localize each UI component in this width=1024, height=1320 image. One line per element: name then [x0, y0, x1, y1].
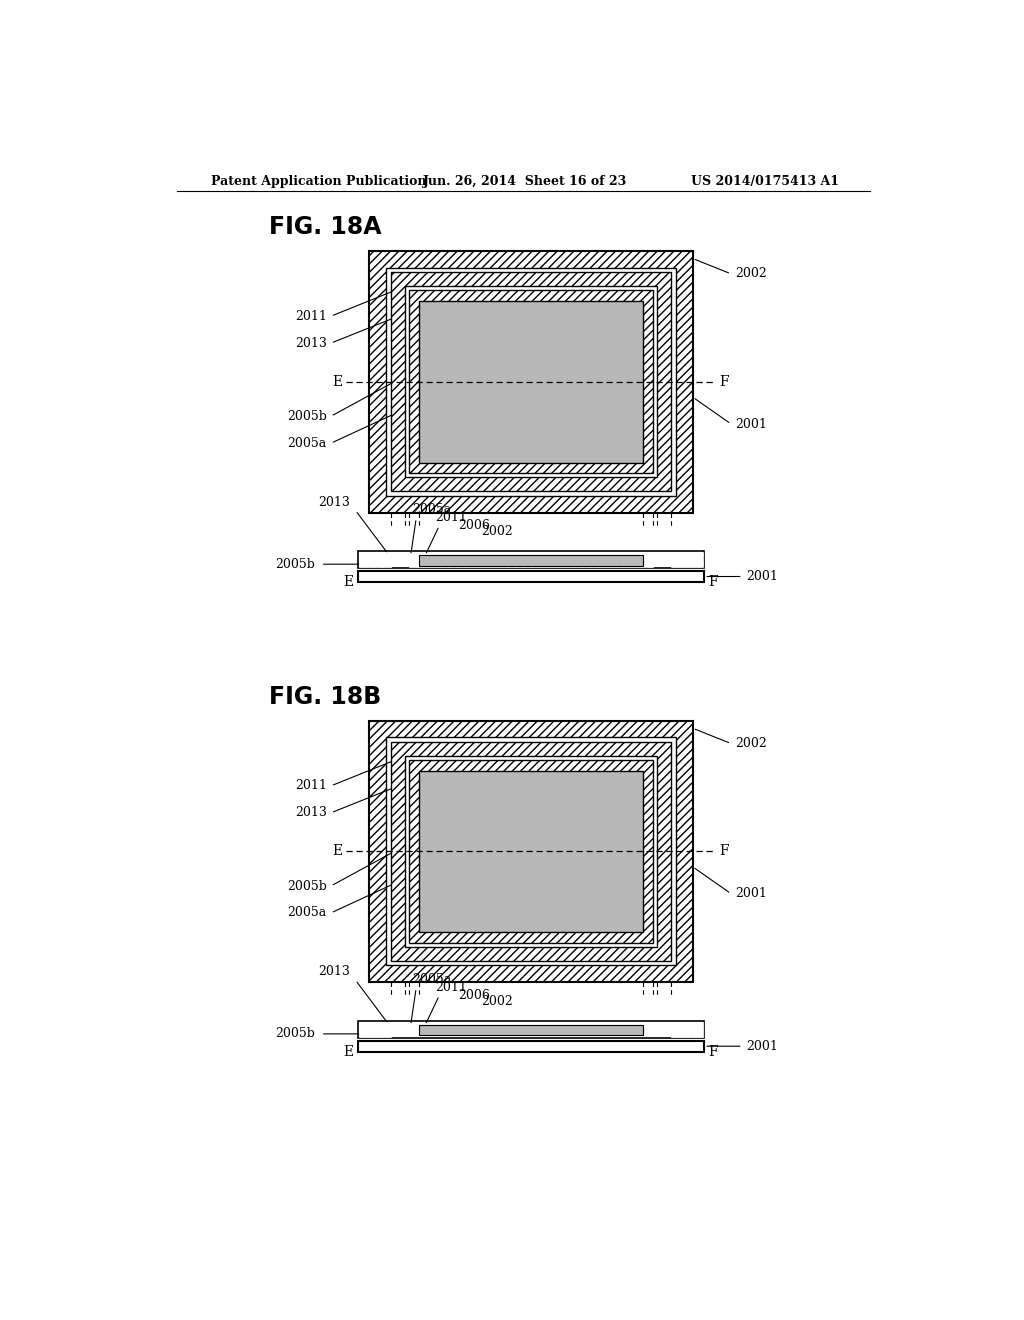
Bar — [419, 301, 643, 462]
Text: 2001: 2001 — [735, 417, 767, 430]
Text: 2006: 2006 — [459, 519, 490, 532]
Text: F: F — [720, 845, 729, 858]
Bar — [409, 760, 653, 942]
Text: 2002: 2002 — [735, 737, 767, 750]
Bar — [359, 552, 391, 568]
Text: 2005b: 2005b — [275, 1027, 315, 1040]
Text: 2011: 2011 — [295, 310, 327, 323]
Text: 2001: 2001 — [746, 1040, 778, 1053]
Bar — [409, 290, 653, 474]
Bar — [359, 1022, 391, 1038]
Bar — [391, 272, 671, 491]
Text: 2013: 2013 — [318, 496, 350, 508]
Text: F: F — [708, 576, 718, 589]
Text: 2005a: 2005a — [288, 907, 327, 920]
Bar — [419, 554, 643, 566]
Bar — [671, 1022, 702, 1038]
Bar — [370, 721, 692, 982]
Text: 2005a: 2005a — [288, 437, 327, 450]
Text: F: F — [720, 375, 729, 388]
Bar — [357, 1040, 705, 1052]
Text: 2002: 2002 — [481, 525, 513, 539]
Text: 2006: 2006 — [459, 989, 490, 1002]
Bar — [419, 1024, 643, 1035]
Text: 2002: 2002 — [735, 268, 767, 280]
Bar — [671, 552, 702, 568]
Text: 2005b: 2005b — [287, 879, 327, 892]
Bar — [391, 742, 671, 961]
Text: 2001: 2001 — [735, 887, 767, 900]
Text: 2011: 2011 — [295, 779, 327, 792]
Text: Patent Application Publication: Patent Application Publication — [211, 176, 427, 189]
Text: F: F — [708, 1044, 718, 1059]
Text: FIG. 18B: FIG. 18B — [269, 685, 381, 709]
Text: 2011: 2011 — [435, 981, 467, 994]
Text: E: E — [332, 845, 342, 858]
Bar — [409, 1023, 653, 1036]
Text: 2011: 2011 — [435, 511, 467, 524]
Text: 2005b: 2005b — [287, 409, 327, 422]
Text: FIG. 18A: FIG. 18A — [269, 215, 382, 239]
Text: E: E — [344, 576, 354, 589]
Bar — [357, 572, 705, 582]
Bar — [386, 738, 676, 965]
Text: 2005a: 2005a — [413, 973, 452, 986]
Text: 2013: 2013 — [295, 807, 327, 820]
Bar — [357, 1020, 705, 1038]
Text: 2001: 2001 — [746, 570, 778, 583]
Text: 2005a: 2005a — [413, 503, 452, 516]
Bar — [419, 771, 643, 932]
Bar — [370, 251, 692, 512]
Bar — [386, 268, 676, 496]
Bar — [409, 553, 653, 566]
Text: E: E — [332, 375, 342, 388]
Text: 2013: 2013 — [318, 965, 350, 978]
Text: Jun. 26, 2014  Sheet 16 of 23: Jun. 26, 2014 Sheet 16 of 23 — [423, 176, 627, 189]
Bar — [357, 552, 705, 568]
Bar — [404, 756, 657, 946]
Text: E: E — [344, 1044, 354, 1059]
Text: 2005b: 2005b — [275, 557, 315, 570]
Text: 2002: 2002 — [481, 995, 513, 1007]
Bar — [404, 286, 657, 478]
Text: US 2014/0175413 A1: US 2014/0175413 A1 — [691, 176, 839, 189]
Text: 2013: 2013 — [295, 337, 327, 350]
